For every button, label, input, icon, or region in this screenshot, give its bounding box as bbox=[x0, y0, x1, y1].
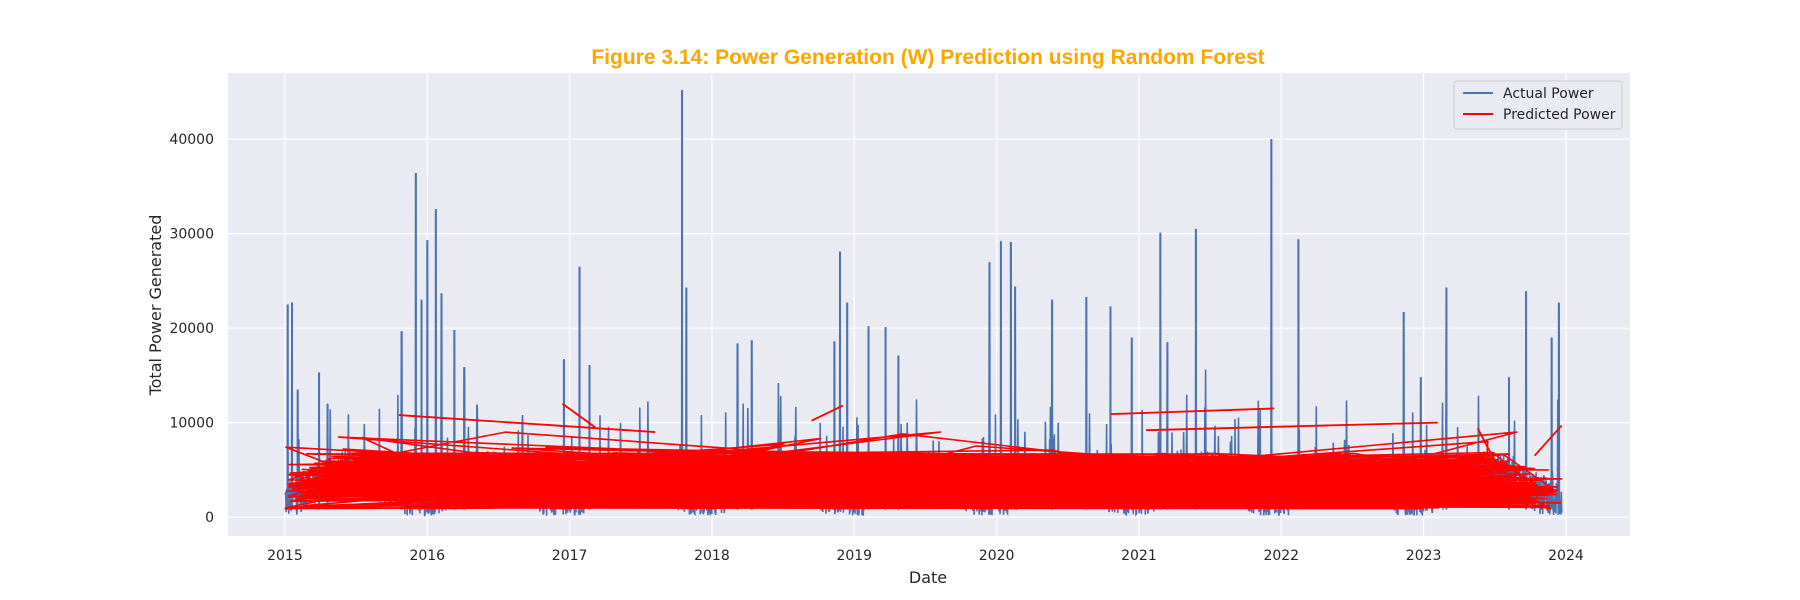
legend: Actual Power Predicted Power bbox=[1454, 81, 1622, 129]
y-tick-label: 10000 bbox=[169, 416, 214, 432]
x-tick-label: 2022 bbox=[1263, 548, 1299, 564]
x-tick-label: 2015 bbox=[267, 548, 303, 564]
x-axis-ticks: 2015 2016 2017 2018 2019 2020 2021 2022 2023 2024 bbox=[267, 548, 1584, 564]
legend-label-predicted: Predicted Power bbox=[1503, 107, 1616, 123]
x-tick-label: 2024 bbox=[1548, 548, 1584, 564]
x-tick-label: 2023 bbox=[1406, 548, 1442, 564]
x-tick-label: 2019 bbox=[836, 548, 872, 564]
y-tick-label: 30000 bbox=[169, 227, 214, 243]
x-tick-label: 2016 bbox=[409, 548, 445, 564]
y-tick-label: 20000 bbox=[169, 321, 214, 337]
x-tick-label: 2017 bbox=[552, 548, 588, 564]
x-axis-label: Date bbox=[909, 568, 947, 587]
x-tick-label: 2018 bbox=[694, 548, 730, 564]
y-tick-label: 0 bbox=[205, 510, 214, 526]
y-axis-ticks: 0 10000 20000 30000 40000 bbox=[169, 132, 214, 526]
y-tick-label: 40000 bbox=[169, 132, 214, 148]
chart-title: Figure 3.14: Power Generation (W) Predic… bbox=[591, 46, 1264, 69]
x-tick-label: 2021 bbox=[1121, 548, 1157, 564]
x-tick-label: 2020 bbox=[979, 548, 1015, 564]
y-axis-label: Total Power Generated bbox=[146, 215, 165, 397]
legend-label-actual: Actual Power bbox=[1503, 86, 1594, 102]
